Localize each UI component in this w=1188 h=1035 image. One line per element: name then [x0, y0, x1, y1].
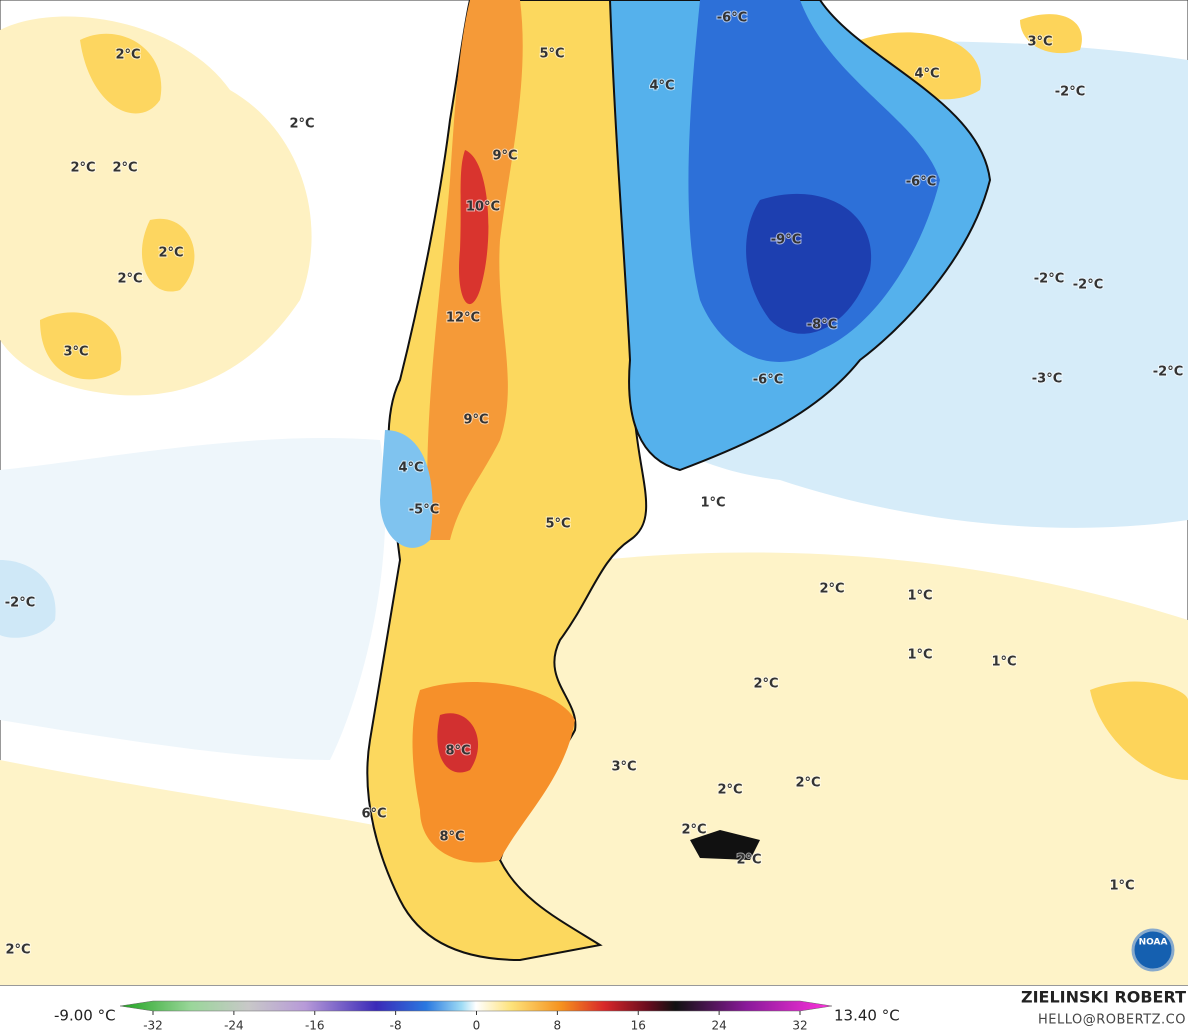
- colorbar-tick-label: 24: [711, 1019, 726, 1033]
- temperature-label: 5°C: [539, 47, 564, 62]
- temperature-label: 2°C: [115, 48, 140, 63]
- temperature-label: 1°C: [700, 496, 725, 511]
- temperature-label: -2°C: [1073, 278, 1103, 293]
- temperature-label: 1°C: [907, 589, 932, 604]
- temperature-label: 1°C: [1109, 879, 1134, 894]
- map: NOAA: [0, 0, 1188, 986]
- temperature-label: 2°C: [112, 161, 137, 176]
- temperature-label: 5°C: [545, 517, 570, 532]
- temperature-label: 2°C: [158, 246, 183, 261]
- temperature-label: 10°C: [466, 200, 500, 215]
- pale-cool-area: [0, 437, 386, 760]
- author: ZIELINSKI ROBERT: [1021, 988, 1186, 1007]
- temperature-label: -6°C: [906, 175, 936, 190]
- temperature-label: 3°C: [611, 760, 636, 775]
- temperature-label: 4°C: [649, 79, 674, 94]
- colorbar-tick-label: -24: [224, 1019, 244, 1033]
- temperature-label: -2°C: [1034, 272, 1064, 287]
- temperature-label: -6°C: [717, 11, 747, 26]
- temperature-label: 3°C: [1027, 35, 1052, 50]
- colorbar-min: -9.00 °C: [54, 1007, 116, 1025]
- temperature-label: 2°C: [717, 783, 742, 798]
- cool-coast: [380, 430, 433, 548]
- colorbar-max: 13.40 °C: [834, 1007, 900, 1025]
- temperature-label: 9°C: [463, 413, 488, 428]
- temperature-label: 2°C: [289, 117, 314, 132]
- temperature-label: 12°C: [446, 311, 480, 326]
- temperature-label: -8°C: [807, 318, 837, 333]
- temperature-label: 1°C: [907, 648, 932, 663]
- temperature-label: 2°C: [681, 823, 706, 838]
- temperature-label: 2°C: [795, 776, 820, 791]
- warm-ocean-area: [860, 14, 1188, 781]
- hot-core: [459, 150, 489, 305]
- islands: [690, 830, 760, 860]
- colorbar-tick-label: 32: [792, 1019, 807, 1033]
- temperature-label: -2°C: [1055, 85, 1085, 100]
- pale-warm-ocean: [0, 552, 1188, 985]
- colorbar-tick-label: -8: [390, 1019, 402, 1033]
- colorbar-tick-label: 16: [631, 1019, 646, 1033]
- logo-text: NOAA: [1139, 938, 1168, 948]
- temperature-label: 2°C: [819, 582, 844, 597]
- colorbar-tick-label: 8: [554, 1019, 562, 1033]
- temperature-label: -3°C: [1032, 372, 1062, 387]
- temperature-label: 4°C: [398, 461, 423, 476]
- colorbar: -9.00 °C 13.40 °C -32 -24 -16 -8 0 8 16 24 32: [54, 1000, 900, 1033]
- temperature-label: 3°C: [63, 345, 88, 360]
- colorbar-tick-label: 0: [473, 1019, 481, 1033]
- colorbar-tick-label: -32: [143, 1019, 163, 1033]
- coldest-land: [746, 193, 872, 334]
- temperature-label: 2°C: [736, 853, 761, 868]
- temperature-label: 4°C: [914, 67, 939, 82]
- temperature-label: -5°C: [409, 503, 439, 518]
- temperature-label: 6°C: [361, 807, 386, 822]
- temperature-label: -2°C: [5, 596, 35, 611]
- colorbar-tick-label: -16: [305, 1019, 325, 1033]
- temperature-label: 8°C: [439, 830, 464, 845]
- temperature-label: -9°C: [771, 233, 801, 248]
- pale-warm-area: [0, 16, 312, 396]
- temperature-label: 2°C: [117, 272, 142, 287]
- temperature-label: 2°C: [753, 677, 778, 692]
- temperature-label: 1°C: [991, 655, 1016, 670]
- map-labels: 2°C 2°C 2°C 2°C 2°C 2°C 3°C 5°C 4°C -6°C 9°C 10°C 12…: [4, 10, 1184, 959]
- temperature-label: 9°C: [492, 149, 517, 164]
- logo: [1131, 928, 1175, 972]
- email: HELLO@ROBERTZ.CO: [1038, 1013, 1186, 1028]
- colorbar-scale: [119, 1000, 833, 1012]
- warm-area: [40, 33, 195, 380]
- cool-area: [0, 560, 56, 638]
- temperature-label: 8°C: [445, 744, 470, 759]
- temperature-label: 2°C: [70, 161, 95, 176]
- temperature-label: -2°C: [1153, 365, 1183, 380]
- temperature-label: -6°C: [753, 373, 783, 388]
- temperature-label: 2°C: [5, 943, 30, 958]
- hot-south-core: [437, 713, 479, 773]
